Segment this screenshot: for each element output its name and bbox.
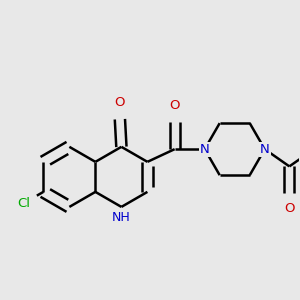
Text: O: O: [284, 202, 295, 215]
Text: N: N: [260, 143, 270, 156]
Text: O: O: [169, 99, 180, 112]
Text: NH: NH: [112, 212, 131, 224]
Text: Cl: Cl: [17, 197, 30, 210]
Text: N: N: [200, 143, 210, 156]
Text: O: O: [115, 96, 125, 109]
